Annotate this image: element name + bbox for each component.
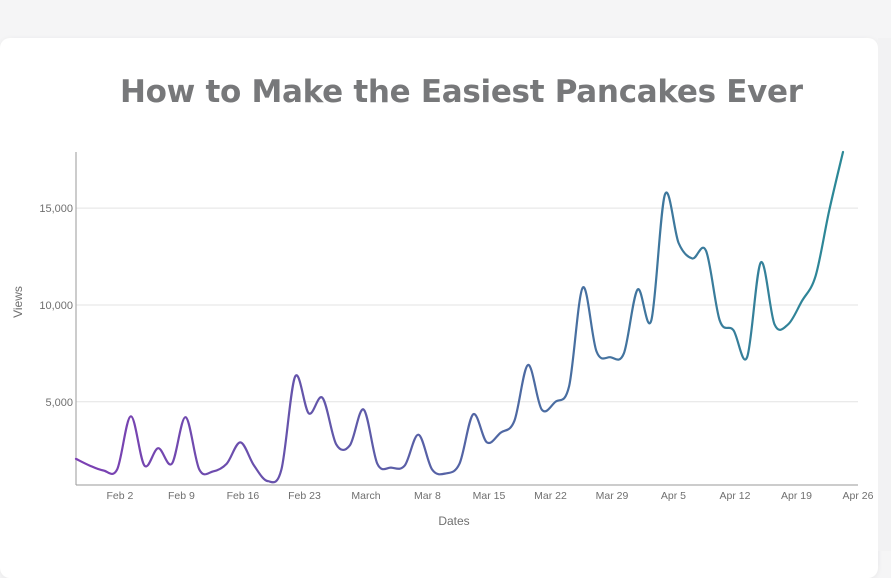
- x-tick-label: March: [351, 490, 380, 502]
- x-tick-label: Feb 2: [107, 490, 134, 502]
- y-tick-label: 15,000: [39, 203, 73, 215]
- x-tick-label: Mar 29: [596, 490, 629, 502]
- grid-lines: [76, 207, 858, 403]
- x-tick-labels: Feb 2 Feb 9 Feb 16 Feb 23 March Mar 8 Mar 15 Ma…: [107, 490, 874, 502]
- x-tick-label: Apr 5: [661, 490, 686, 502]
- x-tick-label: Feb 9: [168, 490, 195, 502]
- x-tick-label: Mar 8: [414, 490, 441, 502]
- x-tick-label: Apr 12: [720, 490, 751, 502]
- axes: [75, 152, 858, 486]
- views-series-line: [74, 150, 845, 484]
- x-tick-label: Feb 23: [288, 490, 321, 502]
- y-tick-label: 10,000: [39, 300, 73, 312]
- x-tick-label: Mar 15: [473, 490, 506, 502]
- y-tick-labels: 5,000 10,000 15,000: [39, 203, 73, 409]
- y-tick-label: 5,000: [45, 397, 73, 409]
- x-tick-label: Apr 19: [781, 490, 812, 502]
- x-tick-label: Apr 26: [843, 490, 874, 502]
- line-chart: 5,000 10,000 15,000 Feb 2 Feb 9 Feb 16 Feb 23…: [11, 150, 874, 528]
- x-tick-label: Feb 16: [227, 490, 260, 502]
- chart-title: How to Make the Easiest Pancakes Ever: [120, 74, 803, 110]
- y-axis-label: Views: [11, 286, 25, 318]
- chart-card: [0, 38, 878, 578]
- x-axis-label: Dates: [438, 514, 469, 528]
- scrollbar-track[interactable]: [878, 38, 891, 551]
- x-tick-label: Mar 22: [534, 490, 567, 502]
